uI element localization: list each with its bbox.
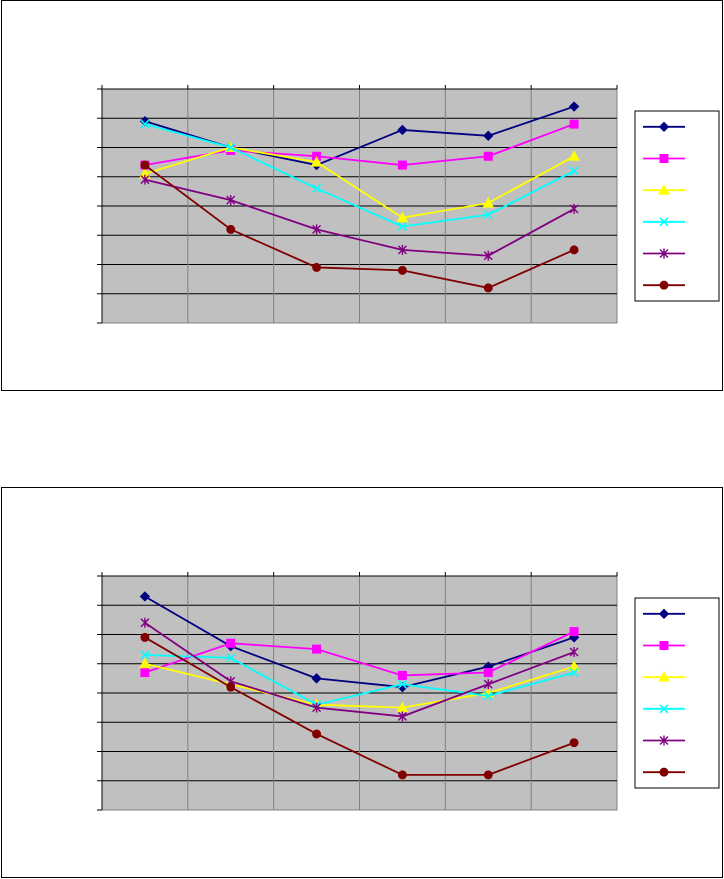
chart-1-svg <box>97 85 720 324</box>
chart-1-series-6-point <box>483 283 493 293</box>
chart-2-series-2-point <box>312 644 322 654</box>
chart-2-series-5 <box>140 617 579 722</box>
chart-2 <box>1 487 723 878</box>
chart-1-series-2-line <box>144 123 575 166</box>
chart-2-series-2-point <box>226 638 236 648</box>
chart-2-series-2-point <box>569 627 579 637</box>
chart-1-series-4-point <box>569 166 579 176</box>
chart-2-series-4-point <box>140 650 150 660</box>
chart-1-series-1-point <box>483 130 494 142</box>
chart-1-legend-marker-6 <box>659 280 669 290</box>
chart-1-series-2-point <box>569 119 579 129</box>
chart-1-series-3-line <box>144 146 575 219</box>
chart-2-gridlines <box>102 576 617 810</box>
chart-1-series-4-point <box>312 183 322 194</box>
chart-1-series-4-point <box>140 119 150 129</box>
chart-2-series-6-point <box>312 729 322 739</box>
chart-2-legend-marker-6 <box>659 767 669 777</box>
chart-1-series-4-line <box>144 123 575 228</box>
chart-2-legend <box>634 597 720 789</box>
chart-1-series-5-line <box>144 178 575 257</box>
chart-2-series-4-point <box>483 691 493 701</box>
chart-1-legend-marker-3 <box>658 184 670 195</box>
chart-2-legend-box <box>634 597 720 789</box>
chart-2-legend-marker-3 <box>658 671 670 682</box>
chart-1-series-5-point <box>397 244 407 255</box>
chart-2-series-2 <box>140 627 579 680</box>
chart-1-legend-marker-2 <box>659 154 669 163</box>
chart-1-series-5-point <box>483 250 493 261</box>
chart-2-series-3-line <box>144 662 575 709</box>
chart-1-series-4-point <box>483 210 493 220</box>
chart-1-legend-box <box>634 110 720 302</box>
chart-2-series-6-line <box>144 636 575 776</box>
chart-2-series-5-point <box>483 679 493 690</box>
chart-2-series-1-point <box>139 591 151 602</box>
chart-2-series-1-point <box>311 673 322 684</box>
chart-2-series-6-point <box>140 632 150 642</box>
chart-2-series-4-point <box>397 679 407 689</box>
chart-1-series-3-point <box>396 211 409 223</box>
chart-2-series-6-point <box>569 738 579 748</box>
chart-1-series-5-point <box>226 195 236 206</box>
chart-2-series-5-point <box>140 617 150 628</box>
chart-2-series-6-point <box>226 682 236 692</box>
chart-1-series-3-point <box>310 156 323 167</box>
chart-1-series-6-point <box>569 245 579 255</box>
chart-1-series-5-point <box>140 174 150 185</box>
chart-1-series-6 <box>140 160 579 293</box>
chart-2-series-2-point <box>483 668 493 678</box>
chart-1-series-6-point <box>140 160 150 170</box>
chart-2-series-2-line <box>144 630 575 677</box>
chart-2-legend-marker-4 <box>659 704 669 714</box>
chart-2-series-6 <box>140 632 579 780</box>
chart-1-series-6-point <box>397 265 407 275</box>
chart-2-series-1-line <box>144 595 575 689</box>
chart-1-series-1-point <box>397 124 408 136</box>
chart-2-series-5-point <box>312 702 322 713</box>
chart-1-series-4-point <box>397 221 407 232</box>
chart-2-series-2-point <box>397 670 407 680</box>
chart-2-series-5-point <box>397 711 407 722</box>
chart-2-series-4-point <box>226 653 236 663</box>
chart-1-series-4-point <box>226 142 236 153</box>
chart-2-series-2-point <box>140 668 150 678</box>
chart-1-legend <box>634 110 720 302</box>
chart-2-series-4-point <box>569 667 579 678</box>
chart-1-series-6-line <box>144 164 575 289</box>
chart-1-series-2-point <box>397 160 407 170</box>
chart-1-series-1-point <box>139 115 151 127</box>
chart-1-series-6-point <box>312 262 322 272</box>
chart-1-series-1-point <box>568 101 580 112</box>
chart-2-series-6-point <box>483 770 493 780</box>
chart-1-legend-marker-1 <box>658 121 670 133</box>
chart-2-series-4-line <box>144 654 575 706</box>
chart-1-legend-marker-5 <box>659 248 669 259</box>
chart-1-series-4 <box>140 119 579 232</box>
chart-2-legend-marker-5 <box>659 735 669 746</box>
chart-1-series-3 <box>139 141 580 223</box>
chart-2-series-5-point <box>569 647 579 658</box>
chart-1-series-5 <box>140 174 579 261</box>
chart-1-series-6-point <box>226 224 236 234</box>
chart-2-legend-marker-1 <box>658 608 670 620</box>
chart-2-svg <box>97 572 720 811</box>
chart-1-series-5-point <box>312 224 322 235</box>
chart-2-series-3-point <box>568 660 580 672</box>
chart-1 <box>1 0 723 391</box>
chart-2-series-6-point <box>397 770 407 780</box>
chart-1-series-2-point <box>483 151 493 161</box>
chart-1-series-3-point <box>482 197 495 208</box>
chart-2-series-3-point <box>139 657 151 669</box>
chart-2-legend-marker-2 <box>659 641 669 650</box>
chart-1-legend-marker-4 <box>659 217 669 227</box>
chart-2-series-4 <box>140 650 579 710</box>
chart-1-series-3-point <box>568 150 580 161</box>
chart-2-series-5-line <box>144 622 575 718</box>
chart-1-series-5-point <box>569 203 579 214</box>
